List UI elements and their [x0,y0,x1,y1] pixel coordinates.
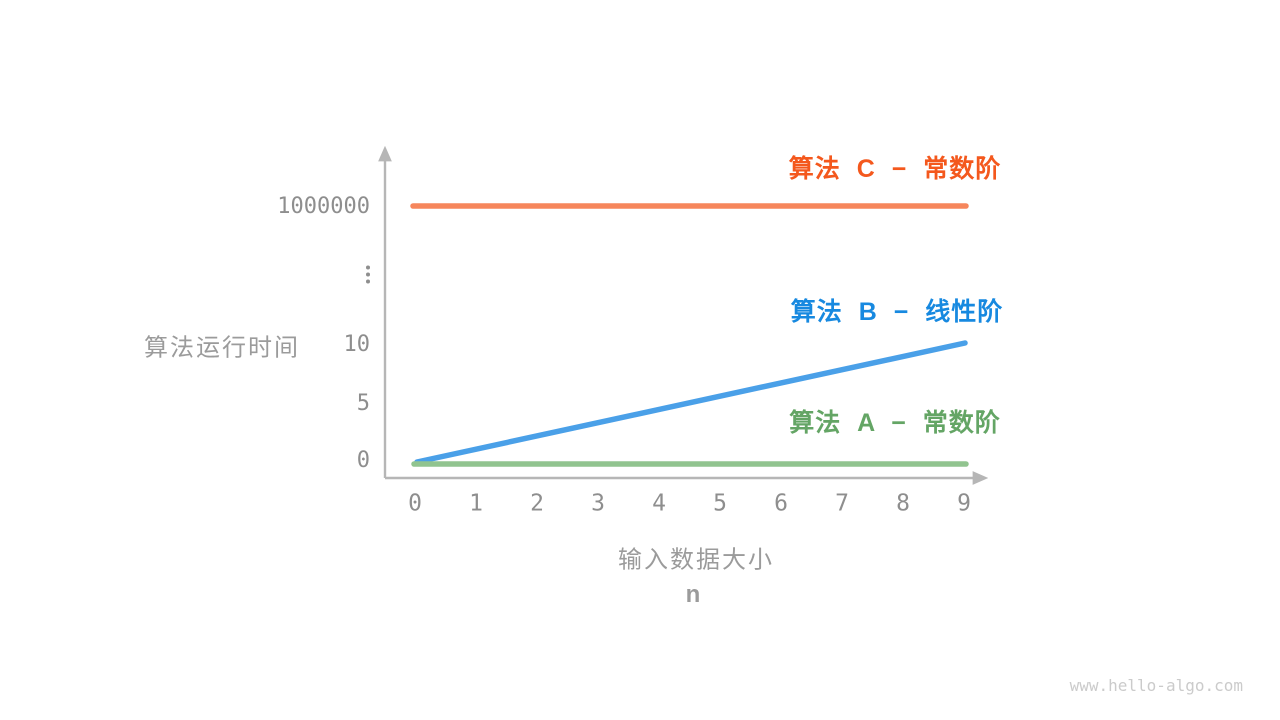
y-axis-title: 算法运行时间 [144,334,300,362]
ellipsis-dot [366,272,370,277]
x-tick-label: 4 [652,490,666,517]
series-line-algorithm-b [414,340,968,465]
x-tick-label: 1 [469,490,483,517]
x-tick-label: 5 [713,490,727,517]
x-axis-variable: n [685,581,701,608]
x-tick-label: 8 [896,490,910,517]
ellipsis-dot [366,265,370,270]
x-axis-title: 输入数据大小 [618,546,774,574]
y-tick-label: 0 [356,448,370,473]
ellipsis-dot [366,279,370,284]
legend-algorithm-b: 算法 B − 线性阶 [790,298,1004,326]
y-axis-ellipsis [366,263,370,292]
y-tick-label: 10 [343,332,371,357]
watermark: www.hello-algo.com [1069,676,1243,695]
legend-algorithm-a: 算法 A − 常数阶 [789,409,1001,437]
y-tick-label: 5 [356,391,370,416]
y-tick-label: 1000000 [277,194,370,219]
x-tick-label: 2 [530,490,544,517]
x-tick-label: 3 [591,490,605,517]
x-tick-label: 0 [408,490,422,517]
x-tick-label: 9 [957,490,971,517]
x-tick-label: 7 [835,490,849,517]
legend-algorithm-c: 算法 C − 常数阶 [788,155,1002,183]
x-tick-label: 6 [774,490,788,517]
